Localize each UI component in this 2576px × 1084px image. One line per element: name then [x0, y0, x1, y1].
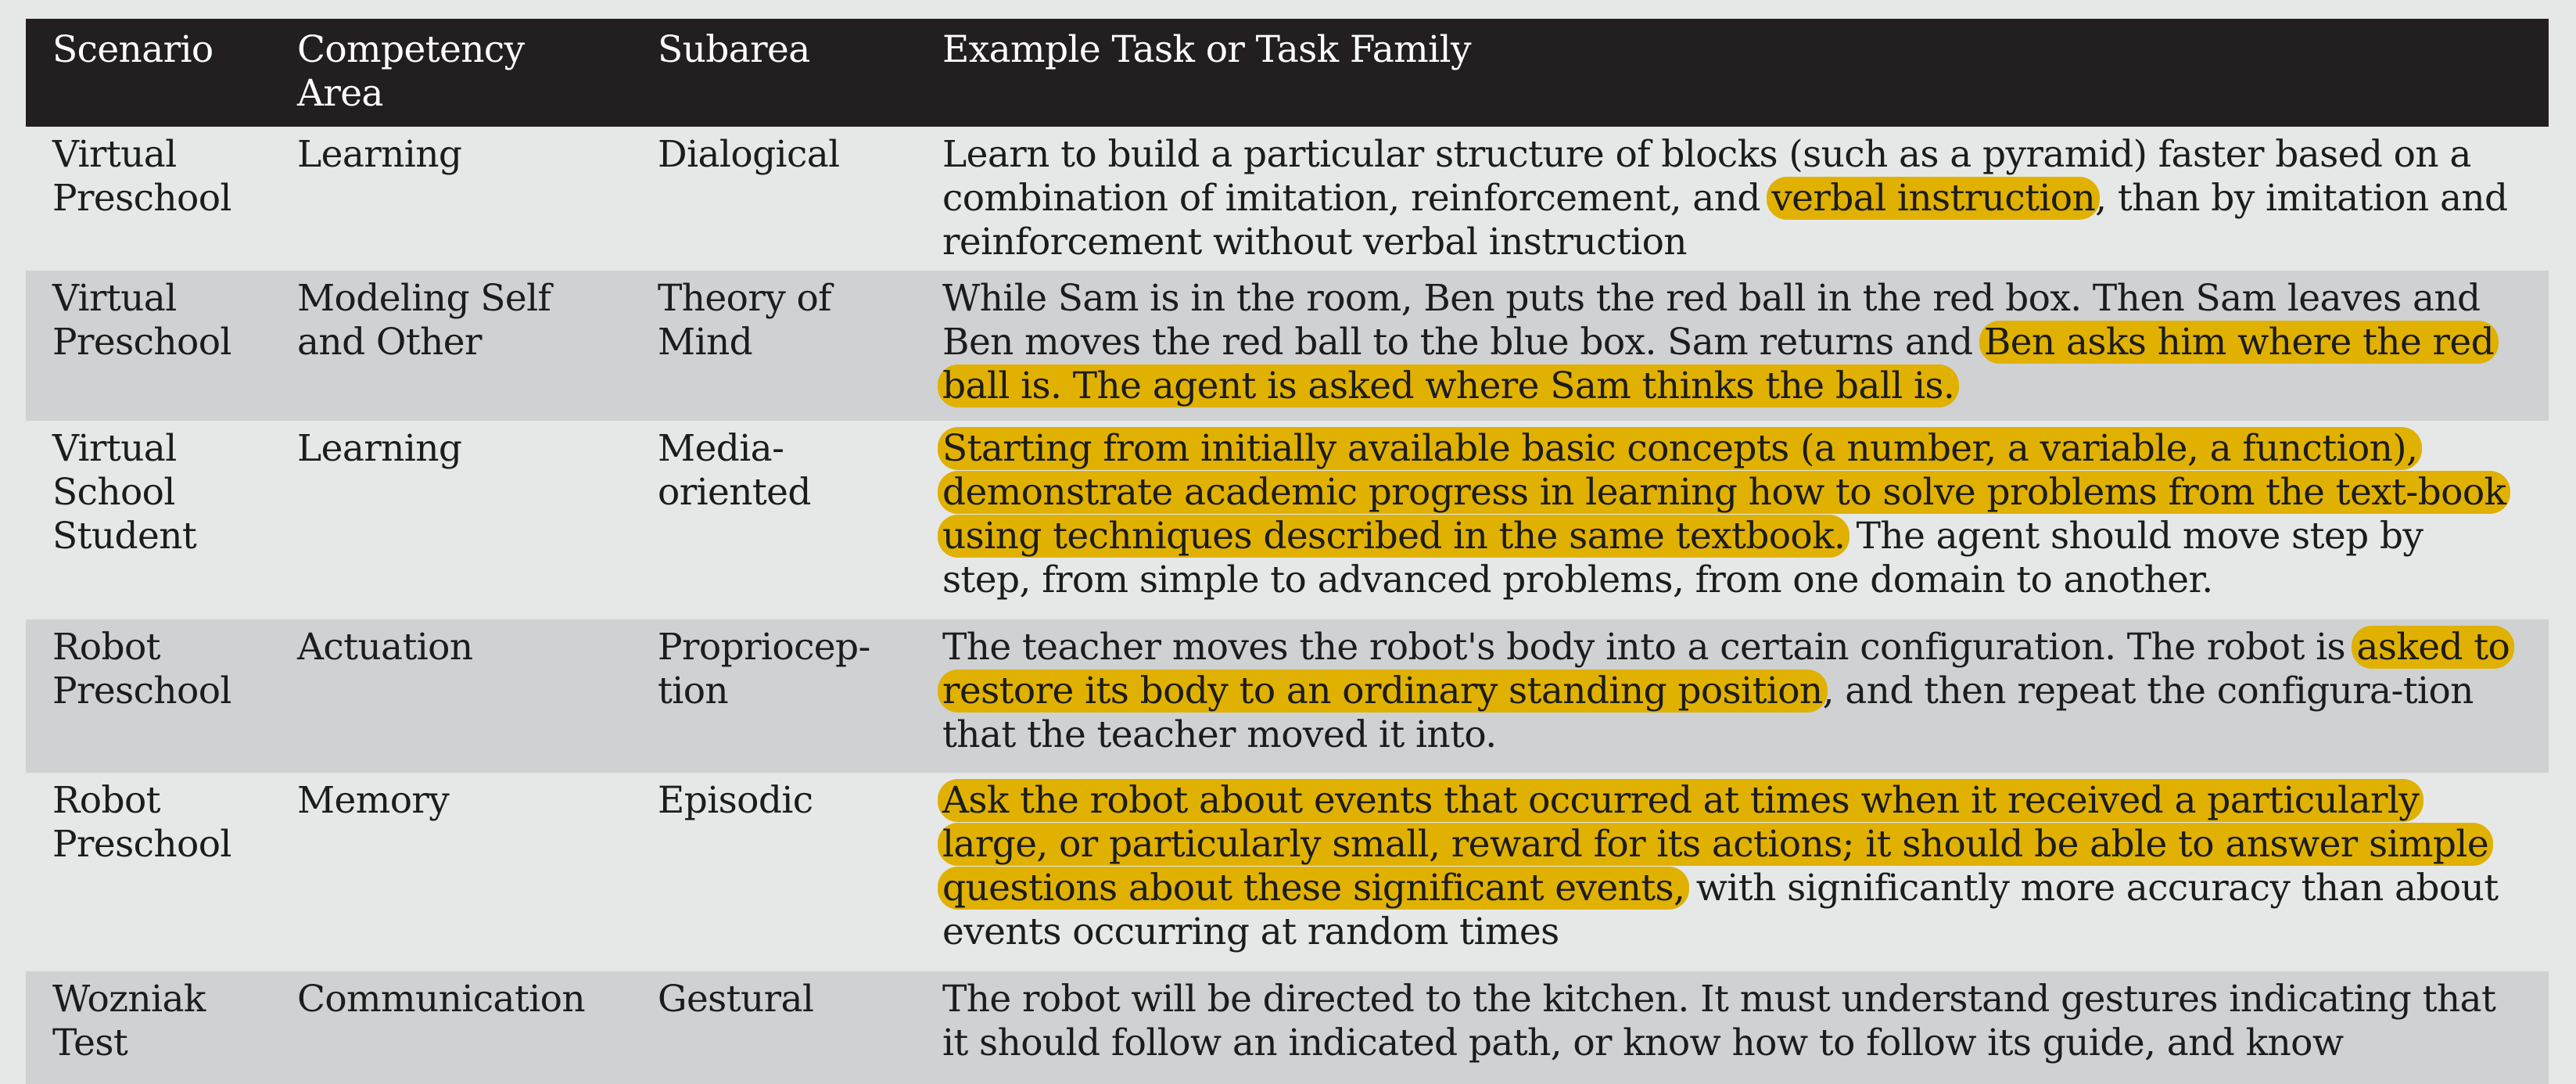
task-cell: The robot will be directed to the kitche… — [942, 978, 2549, 1084]
table-row: Robot Preschool Actuation Propriocep- ti… — [26, 619, 2549, 773]
task-cell: Ask the robot about events that occurred… — [938, 779, 2549, 971]
task-text: Learn to build a particular structure of… — [942, 133, 2471, 220]
task-highlight: Ask the robot about events that occurred… — [938, 779, 2494, 910]
task-text: The agent should move step by step, from… — [942, 515, 2424, 601]
task-text: with significantly more accuracy than ab… — [942, 867, 2499, 953]
task-cell: The teacher moves the robot's body into … — [938, 626, 2549, 773]
header-competency-area: Competency Area — [297, 28, 525, 115]
scenario-cell: Virtual Preschool — [52, 277, 231, 364]
competency-cell: Learning — [297, 133, 462, 176]
header-subarea: Subarea — [658, 28, 810, 71]
subarea-cell: Gestural — [658, 978, 814, 1021]
table-row: Virtual Preschool Learning Dialogical Le… — [26, 127, 2549, 271]
scenario-cell: Wozniak Test — [52, 978, 206, 1064]
subarea-cell: Dialogical — [658, 133, 840, 176]
table-row: Virtual Preschool Modeling Self and Othe… — [26, 271, 2549, 421]
table-row: Virtual School Student Learning Media- o… — [26, 421, 2549, 619]
competency-cell: Modeling Self and Other — [297, 277, 551, 364]
subarea-cell: Media- oriented — [658, 427, 811, 514]
subarea-cell: Propriocep- tion — [658, 626, 870, 712]
task-highlight: Starting from initially available basic … — [938, 427, 2511, 558]
header-scenario: Scenario — [52, 28, 213, 71]
task-text: While Sam is in the room, Ben puts the r… — [942, 277, 2481, 364]
task-text: The robot will be directed to the kitche… — [942, 978, 2496, 1064]
scenario-cell: Virtual Preschool — [52, 133, 231, 220]
scenario-cell: Virtual School Student — [52, 427, 197, 558]
table-header: Scenario Competency Area Subarea Example… — [26, 19, 2549, 127]
task-cell: While Sam is in the room, Ben puts the r… — [938, 277, 2549, 421]
task-cell: Learn to build a particular structure of… — [942, 133, 2549, 271]
task-text: The teacher moves the robot's body into … — [942, 626, 2357, 669]
scenario-cell: Robot Preschool — [52, 779, 231, 866]
task-highlight: verbal instruction — [1767, 177, 2101, 220]
task-text: , than by imitation and reinforcement wi… — [942, 177, 2508, 264]
subarea-cell: Theory of Mind — [658, 277, 832, 364]
competency-cell: Communication — [297, 978, 586, 1021]
competency-table: Scenario Competency Area Subarea Example… — [26, 19, 2549, 1084]
table-row: Wozniak Test Communication Gestural The … — [26, 971, 2549, 1084]
competency-cell: Actuation — [297, 626, 473, 669]
header-example-task: Example Task or Task Family — [942, 28, 1472, 71]
scenario-cell: Robot Preschool — [52, 626, 231, 712]
subarea-cell: Episodic — [658, 779, 813, 822]
competency-cell: Memory — [297, 779, 450, 822]
competency-cell: Learning — [297, 427, 462, 470]
task-text: , and then repeat the configura-tion tha… — [942, 669, 2474, 756]
table-row: Robot Preschool Memory Episodic Ask the … — [26, 773, 2549, 971]
task-cell: Starting from initially available basic … — [938, 427, 2549, 619]
